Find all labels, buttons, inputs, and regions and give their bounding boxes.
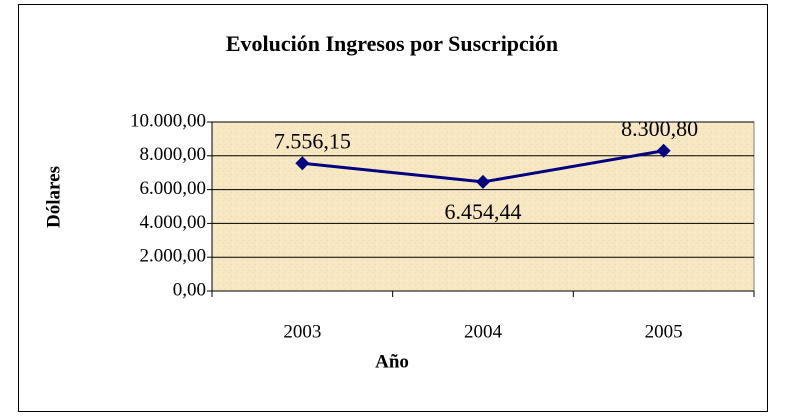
data-point	[476, 174, 490, 189]
data-label: 6.454,44	[445, 199, 522, 224]
y-axis-title: Dólares	[43, 166, 64, 228]
y-tick-label: 0,00	[173, 279, 206, 300]
x-axis-title: Año	[375, 351, 409, 372]
data-point	[295, 156, 310, 171]
x-tick-label: 2003	[283, 321, 321, 342]
y-tick-label: 8.000,00	[140, 144, 207, 165]
y-tick-label: 10.000,00	[130, 110, 206, 131]
data-point	[656, 143, 671, 158]
x-tick-label: 2004	[464, 321, 503, 342]
y-tick-label: 2.000,00	[140, 246, 207, 267]
y-tick-label: 6.000,00	[140, 178, 207, 199]
chart-title: Evolución Ingresos por Suscripción	[226, 31, 558, 56]
data-label: 7.556,15	[274, 128, 351, 153]
data-label: 8.300,80	[621, 116, 698, 141]
y-tick-label: 4.000,00	[140, 212, 207, 233]
x-tick-label: 2005	[645, 321, 683, 342]
